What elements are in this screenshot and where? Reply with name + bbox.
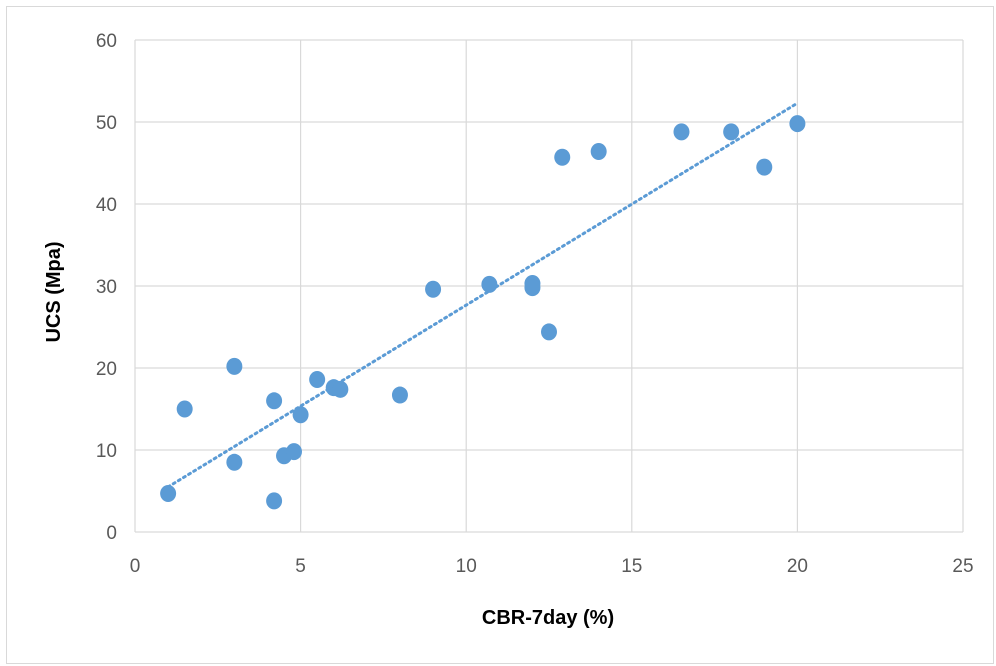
y-axis-title: UCS (Mpa) [43,241,65,342]
grid-layer [134,39,964,533]
data-point [391,386,408,404]
data-point [266,492,283,510]
x-tick-label: 15 [621,556,642,577]
x-tick-label: 20 [787,556,808,577]
data-point [176,400,193,418]
data-point [673,123,690,141]
x-tick-label: 25 [952,556,973,577]
data-point-layer [160,115,806,510]
y-tick-label: 50 [96,113,117,134]
data-point [160,484,177,502]
y-tick-label: 0 [106,523,117,544]
x-tick-label: 5 [295,556,306,577]
data-point [226,357,243,375]
data-point [266,392,283,410]
data-point [481,275,498,293]
data-point [723,123,740,141]
y-tick-label: 10 [96,441,117,462]
data-point [756,158,773,176]
tick-label-layer: 0 10 20 30 40 50 60 0 5 10 15 20 25 [96,31,974,577]
data-point [292,406,309,424]
y-tick-label: 20 [96,359,117,380]
data-point [285,443,302,461]
data-point [524,279,541,297]
trendline-layer [166,101,799,489]
data-point [789,115,806,133]
y-tick-label: 30 [96,277,117,298]
chart-frame: 0 10 20 30 40 50 60 0 5 10 15 20 25 CBR-7day (%) UCS… [6,6,994,664]
data-point [590,143,607,161]
y-tick-label: 60 [96,31,117,52]
trendline [166,101,799,489]
scatter-chart: 0 10 20 30 40 50 60 0 5 10 15 20 25 CBR-7day (%) UCS… [43,31,974,629]
y-tick-label: 40 [96,195,117,216]
data-point [332,380,349,398]
x-tick-label: 0 [130,556,141,577]
x-axis-title: CBR-7day (%) [482,607,614,629]
data-point [425,280,442,298]
data-point [554,148,571,166]
data-point [309,370,326,388]
x-tick-label: 10 [456,556,477,577]
data-point [226,453,243,471]
data-point [541,323,557,341]
